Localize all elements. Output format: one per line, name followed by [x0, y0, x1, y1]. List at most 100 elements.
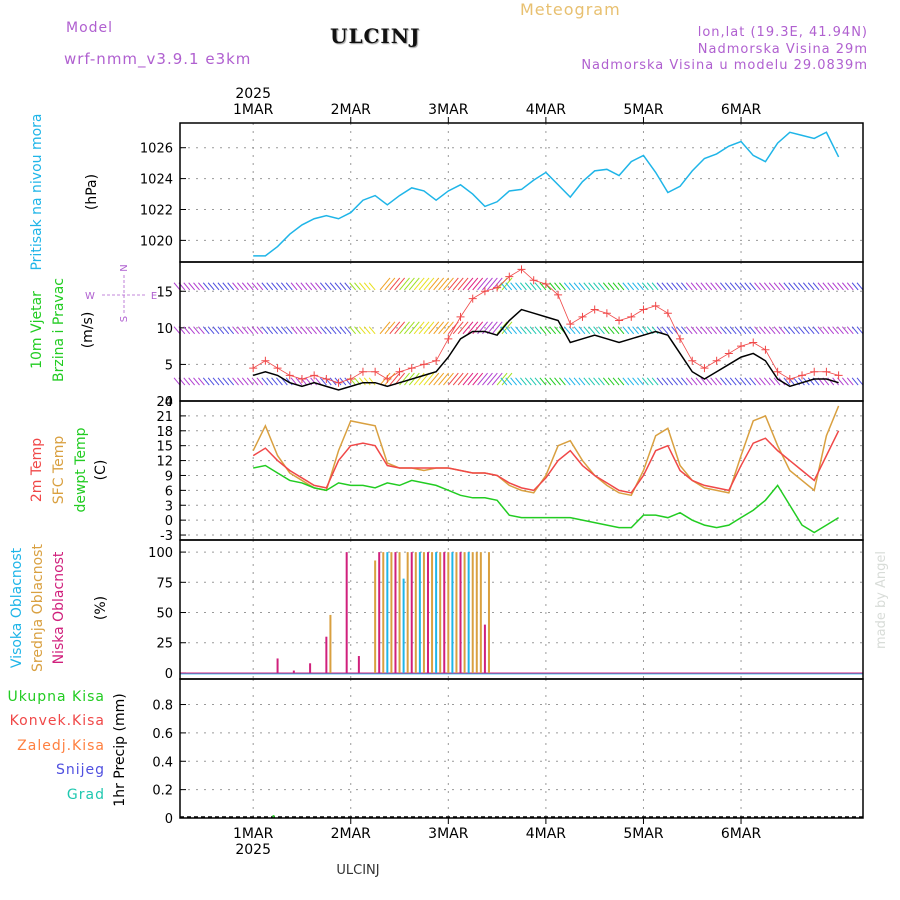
wind-barb: [222, 326, 230, 335]
wind-barb: [482, 372, 493, 386]
lonlat-info: lon,lat (19.3E, 41.94N): [697, 25, 868, 40]
gust-marker: [834, 371, 843, 380]
precip-unit: 1hr Precip (mm): [112, 693, 128, 806]
wind-barb: [462, 372, 474, 386]
wind-barb: [837, 326, 844, 335]
gust-marker: [371, 367, 380, 376]
wind-barb: [271, 282, 278, 291]
wind-barb: [563, 326, 571, 335]
altitude-info: Nadmorska Visina 29m: [697, 42, 868, 57]
wind-barb: [646, 282, 654, 291]
wind-barb: [851, 282, 859, 291]
legend-conv-precip: Konvek.Kisa: [10, 713, 105, 729]
gust-marker: [249, 364, 258, 373]
wind-barb: [710, 282, 718, 291]
wind-barb: [641, 377, 649, 386]
wind-barb: [295, 282, 303, 291]
y-tick-label: 18: [156, 425, 173, 440]
wind-barb: [173, 377, 181, 386]
gust-marker: [651, 301, 660, 310]
wind-barb: [510, 377, 518, 386]
wind-barb: [447, 372, 459, 386]
wind-barb: [443, 321, 454, 335]
wind-barb: [193, 326, 200, 335]
wind-barb: [763, 326, 771, 335]
wind-barb: [457, 277, 469, 291]
wind-barb: [612, 282, 620, 291]
wind-barb: [563, 377, 571, 386]
wind-barb: [413, 277, 425, 291]
wind-barb: [280, 282, 288, 291]
wind-barb: [573, 326, 581, 335]
y-tick-label: 0.4: [152, 755, 173, 770]
y-tick-label: 0: [165, 812, 173, 827]
wind-barb: [807, 377, 815, 386]
wind-barb: [443, 372, 454, 386]
wind-barb: [519, 326, 527, 335]
wind-barb: [680, 282, 688, 291]
wind-barb: [500, 282, 508, 291]
model-name: wrf-nmm_v3.9.1 e3km: [64, 50, 252, 68]
wind-barb: [246, 282, 254, 291]
panel-frame: [179, 678, 864, 819]
wind-barb: [559, 282, 566, 291]
wind-barb: [212, 377, 220, 386]
wind-barb: [519, 282, 527, 291]
wind-barb: [505, 326, 513, 335]
wind-barb: [198, 282, 205, 291]
wind-barb: [637, 377, 644, 386]
wind-barb: [739, 282, 747, 291]
gust-marker: [419, 360, 428, 369]
y-tick-label: 12: [156, 455, 173, 470]
wind-barb: [637, 282, 644, 291]
wind-barb: [217, 282, 225, 291]
wind-label-2: Brzina i Pravac: [51, 278, 67, 382]
wind-barb: [438, 372, 449, 386]
wind-barb: [276, 326, 283, 335]
gust-marker: [310, 371, 319, 380]
wind-barb: [822, 326, 830, 335]
gust-marker: [297, 375, 306, 384]
wind-barb: [408, 277, 420, 291]
wind-barb: [329, 326, 337, 335]
gust-marker: [346, 375, 355, 384]
day-label-bottom: 5MAR: [623, 826, 664, 842]
gust-marker: [773, 367, 782, 376]
wind-barb: [798, 326, 805, 335]
wind-barb: [261, 282, 269, 291]
wind-barb: [593, 377, 600, 386]
wind-barb: [413, 321, 425, 335]
wind-barb: [438, 277, 449, 291]
wind-barb: [413, 372, 425, 386]
wind-barb: [261, 326, 269, 335]
compass-w: W: [85, 291, 95, 302]
wind-barb: [510, 282, 518, 291]
wind-barb: [324, 326, 332, 335]
wind-barb: [768, 282, 776, 291]
year-label-bottom: 2025: [235, 842, 271, 858]
wind-barb: [285, 326, 293, 335]
gust-marker: [554, 290, 563, 299]
wind-barb: [241, 326, 249, 335]
wind-barb: [544, 326, 552, 335]
wind-barb: [198, 377, 205, 386]
wind-barb: [246, 326, 254, 335]
day-label-top: 6MAR: [721, 102, 762, 118]
wind-barb: [646, 377, 654, 386]
wind-barb: [856, 282, 864, 291]
gust-marker: [517, 265, 526, 274]
wind-barb: [602, 377, 610, 386]
legend-graupel: Grad: [67, 787, 105, 803]
wind-barb: [583, 326, 591, 335]
wind-barb: [798, 282, 805, 291]
wind-barb: [841, 377, 849, 386]
gust-marker: [334, 378, 343, 387]
wind-barb: [700, 282, 708, 291]
y-tick-label: 15: [156, 440, 173, 455]
wind-barb: [602, 326, 610, 335]
wind-barb: [734, 282, 742, 291]
wind-barb: [671, 377, 678, 386]
wind-barb: [627, 282, 635, 291]
wind-barb: [778, 326, 786, 335]
wind-barb: [768, 377, 776, 386]
